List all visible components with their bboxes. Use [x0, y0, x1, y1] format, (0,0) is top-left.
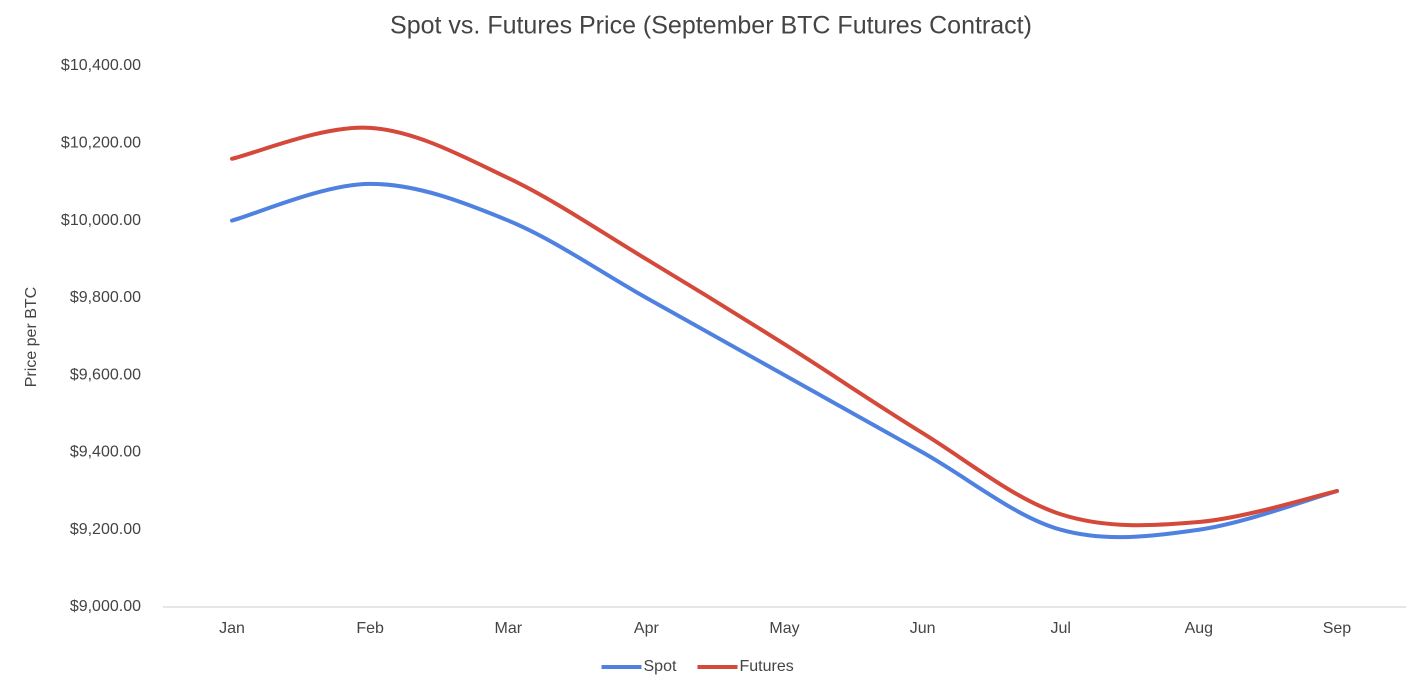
y-tick-label: $9,000.00 — [70, 598, 141, 615]
y-tick-label: $9,200.00 — [70, 521, 141, 538]
series-line — [230, 125, 1339, 528]
y-tick-label: $10,000.00 — [61, 212, 141, 229]
x-tick-label: Feb — [356, 620, 384, 637]
y-tick-label: $10,400.00 — [61, 57, 141, 74]
y-axis-label: Price per BTC — [23, 287, 40, 387]
legend-label: Futures — [740, 658, 794, 675]
y-tick-label: $10,200.00 — [61, 135, 141, 152]
x-tick-label: Sep — [1323, 620, 1352, 637]
series-line — [230, 181, 1339, 540]
x-tick-label: Apr — [634, 620, 660, 637]
x-tick-label: Jun — [910, 620, 936, 637]
x-tick-label: Mar — [494, 620, 522, 637]
x-tick-label: May — [769, 620, 799, 637]
x-tick-label: Aug — [1185, 620, 1213, 637]
x-tick-label: Jan — [219, 620, 245, 637]
chart-title: Spot vs. Futures Price (September BTC Fu… — [390, 12, 1032, 40]
x-tick-label: Jul — [1050, 620, 1070, 637]
y-tick-label: $9,600.00 — [70, 366, 141, 383]
legend-label: Spot — [644, 658, 677, 675]
y-tick-label: $9,800.00 — [70, 289, 141, 306]
y-tick-label: $9,400.00 — [70, 444, 141, 461]
